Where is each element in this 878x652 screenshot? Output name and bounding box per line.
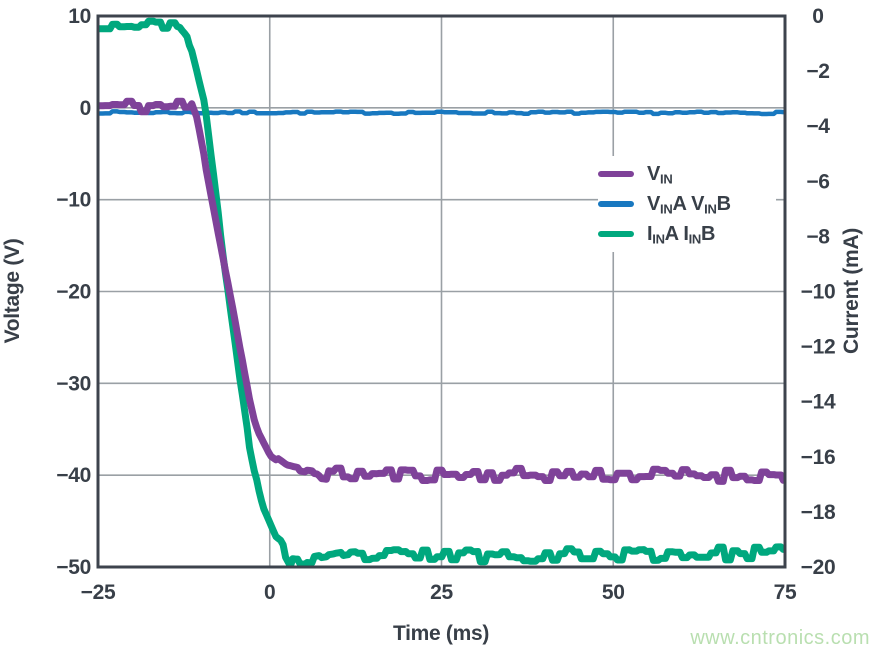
legend-label: VINA VINB	[647, 193, 731, 217]
x-tick-label: 25	[430, 581, 453, 604]
y-left-tick-label: −10	[56, 189, 91, 212]
plot-frame	[96, 14, 787, 569]
y-right-tick-label: −4	[806, 115, 830, 138]
y-left-tick-label: −50	[56, 556, 91, 579]
y-right-tick-label: −12	[801, 336, 836, 359]
x-axis-title: Time (ms)	[393, 622, 489, 645]
trace-vina-vinb	[98, 109, 785, 117]
y-right-tick-label: −18	[801, 501, 836, 524]
y-left-tick-label: −20	[56, 281, 91, 304]
legend-swatch	[598, 171, 634, 177]
legend-label: VIN	[647, 163, 673, 187]
watermark: www.cntronics.com	[690, 627, 870, 649]
x-tick-label: 0	[264, 581, 275, 604]
x-tick-label: 75	[774, 581, 797, 604]
legend-label: IINA IINB	[647, 223, 716, 247]
traces-layer	[98, 17, 785, 567]
y-axis-title-left: Voltage (V)	[1, 239, 24, 344]
legend-item-iina-iinb: IINA IINB	[598, 219, 776, 249]
y-right-tick-label: −6	[806, 170, 829, 193]
y-left-tick-label: 0	[80, 97, 91, 120]
y-left-tick-label: 10	[68, 5, 91, 28]
y-axis-title-right: Current (mA)	[840, 228, 863, 354]
y-right-tick-label: −20	[801, 556, 836, 579]
legend: VIN VINA VINB IINA IINB	[598, 156, 776, 252]
x-tick-label: −25	[81, 581, 116, 604]
y-right-tick-label: −8	[806, 225, 830, 248]
legend-item-vin: VIN	[598, 159, 776, 189]
y-right-tick-label: −14	[801, 391, 836, 414]
y-right-tick-label: −16	[801, 446, 836, 469]
y-right-tick-label: −10	[801, 281, 836, 304]
x-tick-label: 50	[602, 581, 625, 604]
y-left-tick-label: −40	[56, 464, 91, 487]
y-right-tick-label: 0	[812, 5, 823, 28]
legend-item-vina-vinb: VINA VINB	[598, 189, 776, 219]
y-left-tick-label: −30	[56, 372, 91, 395]
legend-swatch	[598, 201, 634, 207]
y-right-tick-label: −2	[806, 60, 829, 83]
trace-iina-iinb	[98, 17, 785, 567]
trace-vin	[98, 97, 785, 485]
legend-swatch	[598, 231, 634, 237]
